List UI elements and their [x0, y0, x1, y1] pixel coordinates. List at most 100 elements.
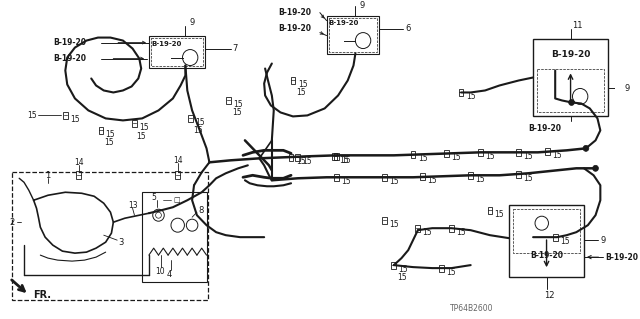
- Text: 15: 15: [485, 152, 495, 161]
- Text: 15: 15: [195, 118, 205, 127]
- Text: 15: 15: [106, 130, 115, 139]
- Text: 15: 15: [234, 100, 243, 109]
- Text: □: □: [173, 197, 180, 203]
- Bar: [382, 174, 387, 181]
- Text: 15: 15: [389, 220, 399, 229]
- Text: 15: 15: [495, 210, 504, 219]
- Bar: [289, 154, 293, 161]
- Bar: [142, 192, 207, 282]
- Bar: [76, 171, 81, 179]
- Bar: [332, 153, 337, 160]
- Bar: [149, 36, 205, 68]
- Bar: [296, 154, 300, 161]
- Circle shape: [593, 165, 598, 171]
- Bar: [63, 112, 68, 119]
- Bar: [415, 225, 420, 232]
- Text: B-19-20: B-19-20: [152, 41, 182, 47]
- Text: 14: 14: [173, 156, 182, 165]
- Text: 15: 15: [447, 268, 456, 277]
- Text: B-19-20: B-19-20: [328, 19, 359, 26]
- Text: 15: 15: [389, 177, 399, 186]
- Bar: [382, 217, 387, 224]
- Bar: [132, 120, 137, 127]
- Bar: [553, 234, 557, 241]
- Text: B-19-20: B-19-20: [551, 50, 590, 59]
- Text: 9: 9: [600, 236, 605, 245]
- Text: 15: 15: [422, 228, 432, 237]
- Bar: [537, 69, 604, 112]
- Bar: [449, 225, 454, 232]
- Text: B-19-20: B-19-20: [53, 38, 86, 47]
- Text: 2: 2: [10, 218, 15, 227]
- Text: 15: 15: [296, 88, 305, 97]
- Bar: [326, 16, 380, 54]
- Circle shape: [569, 100, 575, 106]
- Text: 7: 7: [232, 44, 238, 53]
- Text: 15: 15: [524, 152, 533, 161]
- Text: B-19-20: B-19-20: [53, 54, 86, 63]
- Text: B-19-20: B-19-20: [605, 253, 638, 262]
- Text: 15: 15: [466, 92, 476, 101]
- Text: 12: 12: [543, 291, 554, 300]
- Text: B-19-20: B-19-20: [278, 24, 312, 33]
- Bar: [440, 265, 444, 271]
- Text: 15: 15: [303, 157, 312, 166]
- Text: 15: 15: [451, 153, 461, 162]
- Text: 4: 4: [166, 270, 172, 278]
- Bar: [444, 150, 449, 157]
- Text: 5: 5: [152, 193, 157, 202]
- Bar: [488, 207, 492, 214]
- Bar: [334, 174, 339, 181]
- Text: TP64B2600: TP64B2600: [449, 303, 493, 313]
- Bar: [468, 172, 473, 179]
- Bar: [175, 171, 180, 179]
- Text: 15: 15: [298, 80, 307, 89]
- Text: 1: 1: [45, 171, 51, 180]
- Bar: [411, 151, 415, 158]
- Text: 15: 15: [193, 126, 203, 135]
- Text: 15: 15: [136, 132, 146, 141]
- Text: 15: 15: [560, 237, 570, 246]
- Text: 15: 15: [339, 156, 349, 165]
- Text: B-19-20: B-19-20: [530, 251, 563, 260]
- Text: 15: 15: [397, 273, 406, 282]
- Text: 15: 15: [399, 264, 408, 274]
- Text: 15: 15: [476, 175, 485, 184]
- Text: 14: 14: [74, 158, 84, 167]
- Circle shape: [583, 145, 589, 151]
- Bar: [151, 38, 203, 65]
- Text: 8: 8: [199, 206, 204, 215]
- Text: 15: 15: [341, 177, 351, 186]
- Text: B-19-20: B-19-20: [528, 124, 561, 133]
- Text: 15: 15: [104, 138, 113, 147]
- Text: 15: 15: [296, 157, 305, 166]
- Text: 15: 15: [27, 111, 36, 120]
- Text: 15: 15: [428, 176, 437, 185]
- Bar: [420, 173, 425, 180]
- Bar: [533, 39, 608, 116]
- Text: FR.: FR.: [34, 290, 52, 300]
- Text: 9: 9: [189, 18, 195, 27]
- Bar: [99, 127, 103, 134]
- Bar: [516, 149, 521, 156]
- Text: 9: 9: [359, 1, 365, 10]
- Text: 15: 15: [70, 115, 80, 124]
- Text: 11: 11: [573, 21, 583, 30]
- Bar: [291, 77, 295, 84]
- Text: 15: 15: [341, 156, 351, 165]
- Text: 15: 15: [232, 108, 242, 117]
- Text: B-19-20: B-19-20: [278, 8, 312, 17]
- Bar: [392, 262, 396, 269]
- Bar: [188, 115, 193, 122]
- Bar: [545, 148, 550, 155]
- Bar: [459, 89, 463, 96]
- Text: 15: 15: [524, 174, 533, 183]
- Bar: [516, 171, 521, 178]
- Text: 15: 15: [456, 228, 466, 237]
- Bar: [227, 97, 231, 104]
- Bar: [328, 18, 378, 52]
- Text: 15: 15: [418, 154, 428, 163]
- Text: 13: 13: [128, 201, 138, 210]
- Text: 15: 15: [140, 123, 149, 132]
- Text: 9: 9: [625, 84, 630, 93]
